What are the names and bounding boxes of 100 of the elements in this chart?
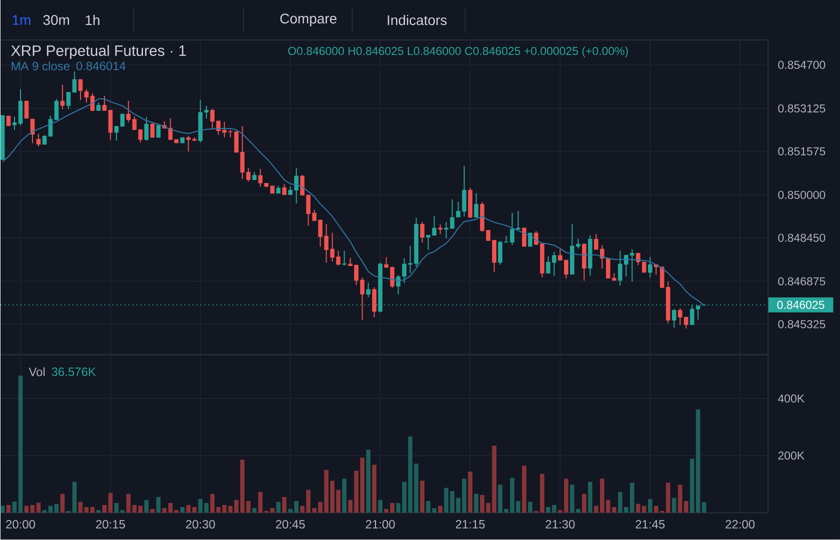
bar <box>132 505 137 513</box>
candlestick <box>666 281 670 324</box>
candlestick <box>198 100 203 144</box>
bar <box>162 508 167 513</box>
ref-line-label: 0.846025 <box>777 300 824 310</box>
bar <box>96 510 101 513</box>
text: 30m <box>43 15 70 26</box>
bar <box>126 494 131 513</box>
candlestick <box>372 286 376 318</box>
candlestick <box>642 261 646 274</box>
x-tick-label: 20:30 <box>186 520 215 529</box>
candlestick <box>30 118 35 144</box>
text: Compare <box>280 14 337 26</box>
x-tick-label: 21:00 <box>366 520 395 529</box>
bar <box>42 510 47 513</box>
chart-title: XRP Perpetual Futures · 1 <box>11 45 186 60</box>
candlestick <box>126 100 131 124</box>
bar <box>114 503 119 513</box>
candlestick <box>72 71 77 94</box>
candlestick <box>114 126 119 142</box>
candlestick <box>150 122 155 138</box>
x-tick-label: 20:45 <box>276 520 305 529</box>
candlestick <box>582 242 586 282</box>
candlestick <box>684 316 688 330</box>
bar <box>252 508 257 513</box>
bar <box>528 502 532 513</box>
candlestick <box>6 115 11 127</box>
x-tick-label: 21:15 <box>456 520 485 529</box>
bar <box>18 376 23 513</box>
annotation: 0.846014 <box>76 62 126 70</box>
y-tick-label: 0.854700 <box>778 60 826 70</box>
candlestick <box>672 308 676 328</box>
bar <box>420 480 424 513</box>
bar <box>696 409 700 513</box>
candlestick <box>396 274 400 296</box>
bar <box>30 505 35 513</box>
y-tick-label: 0.850000 <box>778 190 826 200</box>
bar <box>366 450 370 513</box>
bar <box>90 507 95 513</box>
candlestick <box>132 116 137 131</box>
bar <box>174 510 179 513</box>
candlestick <box>90 92 95 112</box>
candlestick <box>84 88 89 104</box>
bar <box>204 503 209 513</box>
candlestick <box>24 100 29 120</box>
candlestick <box>42 134 47 146</box>
bar <box>144 500 149 513</box>
bar <box>588 482 592 513</box>
bar <box>108 493 113 513</box>
bar <box>168 503 173 513</box>
candlestick <box>18 88 23 126</box>
y-tick-label: 0.846875 <box>778 277 826 286</box>
bar <box>684 501 688 513</box>
text: MA 9 close <box>12 62 70 71</box>
bar <box>474 494 478 513</box>
y-tick-label: 0.851575 <box>778 147 826 156</box>
candlestick <box>516 210 520 230</box>
y-tick-label: 400K <box>778 394 804 403</box>
text: Vol <box>28 368 45 376</box>
x-tick-label: 21:45 <box>636 520 665 529</box>
bar <box>72 482 77 513</box>
candlestick <box>156 123 161 138</box>
bar <box>690 458 694 513</box>
bar <box>678 484 682 513</box>
bar <box>84 507 89 513</box>
bar <box>666 482 670 513</box>
candlestick <box>282 184 286 196</box>
candlestick <box>60 84 65 110</box>
candlestick <box>66 92 71 110</box>
candlestick <box>36 133 41 148</box>
bar <box>522 466 526 513</box>
candlestick <box>366 282 370 298</box>
candlestick <box>108 110 113 140</box>
y-tick-label: 0.845325 <box>778 320 826 328</box>
candlestick <box>204 105 209 120</box>
y-tick-label: 0.848450 <box>778 234 826 242</box>
y-tick-label: 0.853125 <box>778 104 826 113</box>
candlestick <box>636 252 640 266</box>
text: Indicators <box>388 15 447 26</box>
y-tick-label: 200K <box>778 452 804 460</box>
candlestick <box>78 78 83 101</box>
x-tick-label: 20:15 <box>96 520 125 529</box>
bar <box>372 464 376 513</box>
candlestick <box>468 188 472 218</box>
bar <box>120 510 125 513</box>
candlestick <box>438 224 442 235</box>
bar <box>468 472 472 513</box>
annotation: 36.576K <box>52 368 96 376</box>
candlestick <box>678 308 682 326</box>
bar <box>156 497 161 513</box>
candlestick <box>588 234 592 276</box>
bar <box>60 494 65 513</box>
candlestick <box>0 114 5 160</box>
candlestick <box>474 192 478 218</box>
candlestick <box>420 222 424 244</box>
candlestick <box>342 250 346 266</box>
bar <box>342 478 346 513</box>
bar <box>180 507 185 513</box>
x-tick-label: 21:30 <box>546 520 575 529</box>
bar <box>582 494 586 513</box>
